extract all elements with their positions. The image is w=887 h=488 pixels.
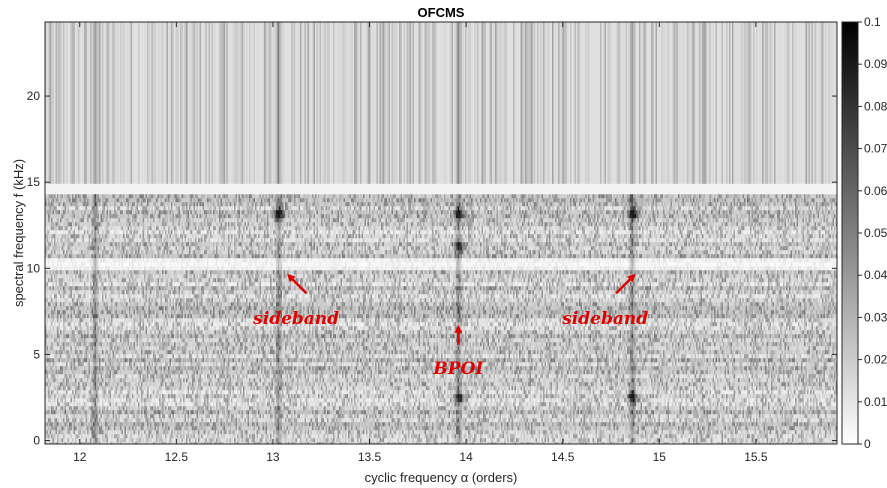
- bright-band: [45, 184, 837, 194]
- chart-title: OFCMS: [418, 5, 465, 20]
- heatmap-cells: [45, 22, 837, 447]
